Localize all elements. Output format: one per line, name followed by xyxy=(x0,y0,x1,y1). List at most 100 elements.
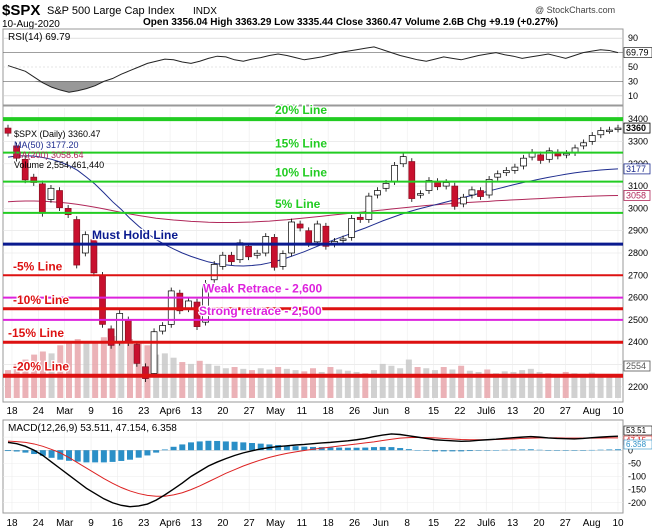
macd-histogram-bar xyxy=(118,450,125,461)
x-tick-label-bottom: Jun xyxy=(373,518,389,529)
volume-bar xyxy=(615,375,621,398)
price-tick-label: 2600 xyxy=(628,293,648,303)
volume-bar xyxy=(127,339,133,398)
index-name: S&P 500 Large Cap Index xyxy=(47,5,175,17)
volume-bar xyxy=(405,359,412,398)
macd-histogram-bar xyxy=(379,446,386,451)
x-tick-label: 13 xyxy=(507,406,519,417)
rsi-tick-label: 50 xyxy=(628,62,638,72)
candle-body xyxy=(176,292,184,312)
x-tick-label-bottom: 9 xyxy=(88,518,94,529)
candle-body xyxy=(270,237,278,268)
rsi-tick-label: 30 xyxy=(628,76,638,86)
x-tick-label: 27 xyxy=(244,406,256,417)
candle-body xyxy=(99,274,106,325)
candle-body xyxy=(563,153,570,156)
macd-histogram-bar xyxy=(127,450,133,460)
macd-panel xyxy=(2,419,624,514)
x-tick-label-bottom: 11 xyxy=(297,518,308,529)
macd-value-label: 53.51 xyxy=(626,426,647,435)
ma200-line xyxy=(7,194,619,223)
price-box-label: 3177 xyxy=(626,164,646,174)
volume-bar xyxy=(519,370,526,398)
x-tick-label: 13 xyxy=(191,406,203,417)
candle-body xyxy=(107,328,115,346)
price-box-label: 3360 xyxy=(626,123,646,133)
macd-histogram-bar xyxy=(275,445,282,451)
volume-bar xyxy=(597,374,604,398)
volume-bar xyxy=(222,368,229,398)
candle-body xyxy=(391,164,398,182)
volume-bar xyxy=(327,367,334,398)
volume-bar xyxy=(493,373,499,398)
macd-histogram-bar xyxy=(109,450,116,462)
price-tick-label: 3400 xyxy=(628,114,648,124)
macd-histogram-bar xyxy=(31,450,38,455)
x-tick-label-bottom: Jul6 xyxy=(477,518,496,529)
price-layer: 3400330032003100300029002800270026002500… xyxy=(3,102,651,529)
rsi-tick-label: 90 xyxy=(628,33,638,43)
candle-body xyxy=(39,183,46,214)
volume-bar xyxy=(135,343,142,398)
macd-histogram-bar xyxy=(336,447,343,451)
macd-signal-line xyxy=(7,436,619,497)
volume-bar xyxy=(109,336,116,398)
x-tick-label-bottom: 16 xyxy=(112,518,124,529)
macd-histogram-bar xyxy=(5,450,11,452)
macd-histogram-bar xyxy=(22,450,29,453)
candle-body xyxy=(417,193,424,196)
candle-body xyxy=(485,179,493,196)
volume-bar xyxy=(527,368,534,398)
x-tick-label-bottom: 27 xyxy=(560,518,572,529)
macd-histogram-bar xyxy=(423,450,430,451)
candle-body xyxy=(460,196,467,205)
level-label: Strong retrace - 2,500 xyxy=(199,304,322,318)
candle-body xyxy=(219,254,227,267)
candle-body xyxy=(150,331,158,374)
candle-body xyxy=(305,230,313,244)
candle-body xyxy=(348,218,356,238)
x-tick-label: 20 xyxy=(533,406,545,417)
rsi-value-label: 69.79 xyxy=(626,48,649,58)
volume-bar xyxy=(66,342,72,398)
macd-histogram-bar xyxy=(519,449,526,451)
price-tick-label: 2500 xyxy=(628,315,648,325)
volume-bar xyxy=(484,369,491,398)
volume-bar xyxy=(458,365,465,398)
macd-histogram-bar xyxy=(144,450,151,456)
level-label: Weak Retrace - 2,600 xyxy=(203,282,323,296)
candle-body xyxy=(614,127,622,130)
macd-histogram-bar xyxy=(100,450,107,463)
candle-body xyxy=(228,254,235,263)
candle-body xyxy=(382,183,390,189)
x-tick-label-bottom: 13 xyxy=(507,518,519,529)
candle-body xyxy=(408,161,416,199)
macd-histogram-bar xyxy=(74,450,81,462)
x-tick-label: 10 xyxy=(612,406,624,417)
candle-body xyxy=(4,127,12,134)
candle-body xyxy=(322,225,330,247)
price-box-label: 3058 xyxy=(626,190,646,200)
price-tick-label: 3300 xyxy=(628,136,648,146)
macd-value-box xyxy=(623,439,652,450)
ma50-line xyxy=(7,155,619,267)
macd-histogram-bar xyxy=(179,444,186,451)
ma200-label: MA(200) 3058.64 xyxy=(14,150,84,160)
price-tick-label: 2400 xyxy=(628,337,648,347)
rsi-layer: 907050301069.79 xyxy=(3,33,652,101)
candle-body xyxy=(356,216,364,220)
x-tick-label-bottom: 20 xyxy=(533,518,545,529)
x-tick-label: Aug xyxy=(583,406,601,417)
x-tick-label: 15 xyxy=(428,406,440,417)
candle-body xyxy=(116,313,124,343)
x-tick-label-bottom: May xyxy=(266,518,285,529)
candle-body xyxy=(73,219,81,266)
x-tick-label: May xyxy=(266,406,285,417)
macd-histogram-bar xyxy=(466,450,473,452)
macd-histogram-bar xyxy=(571,450,578,451)
volume-bar xyxy=(379,363,386,398)
candle-body xyxy=(245,245,252,258)
macd-histogram-bar xyxy=(615,449,621,451)
level-label: -20% Line xyxy=(13,360,69,374)
x-tick-label-bottom: 20 xyxy=(217,518,229,529)
